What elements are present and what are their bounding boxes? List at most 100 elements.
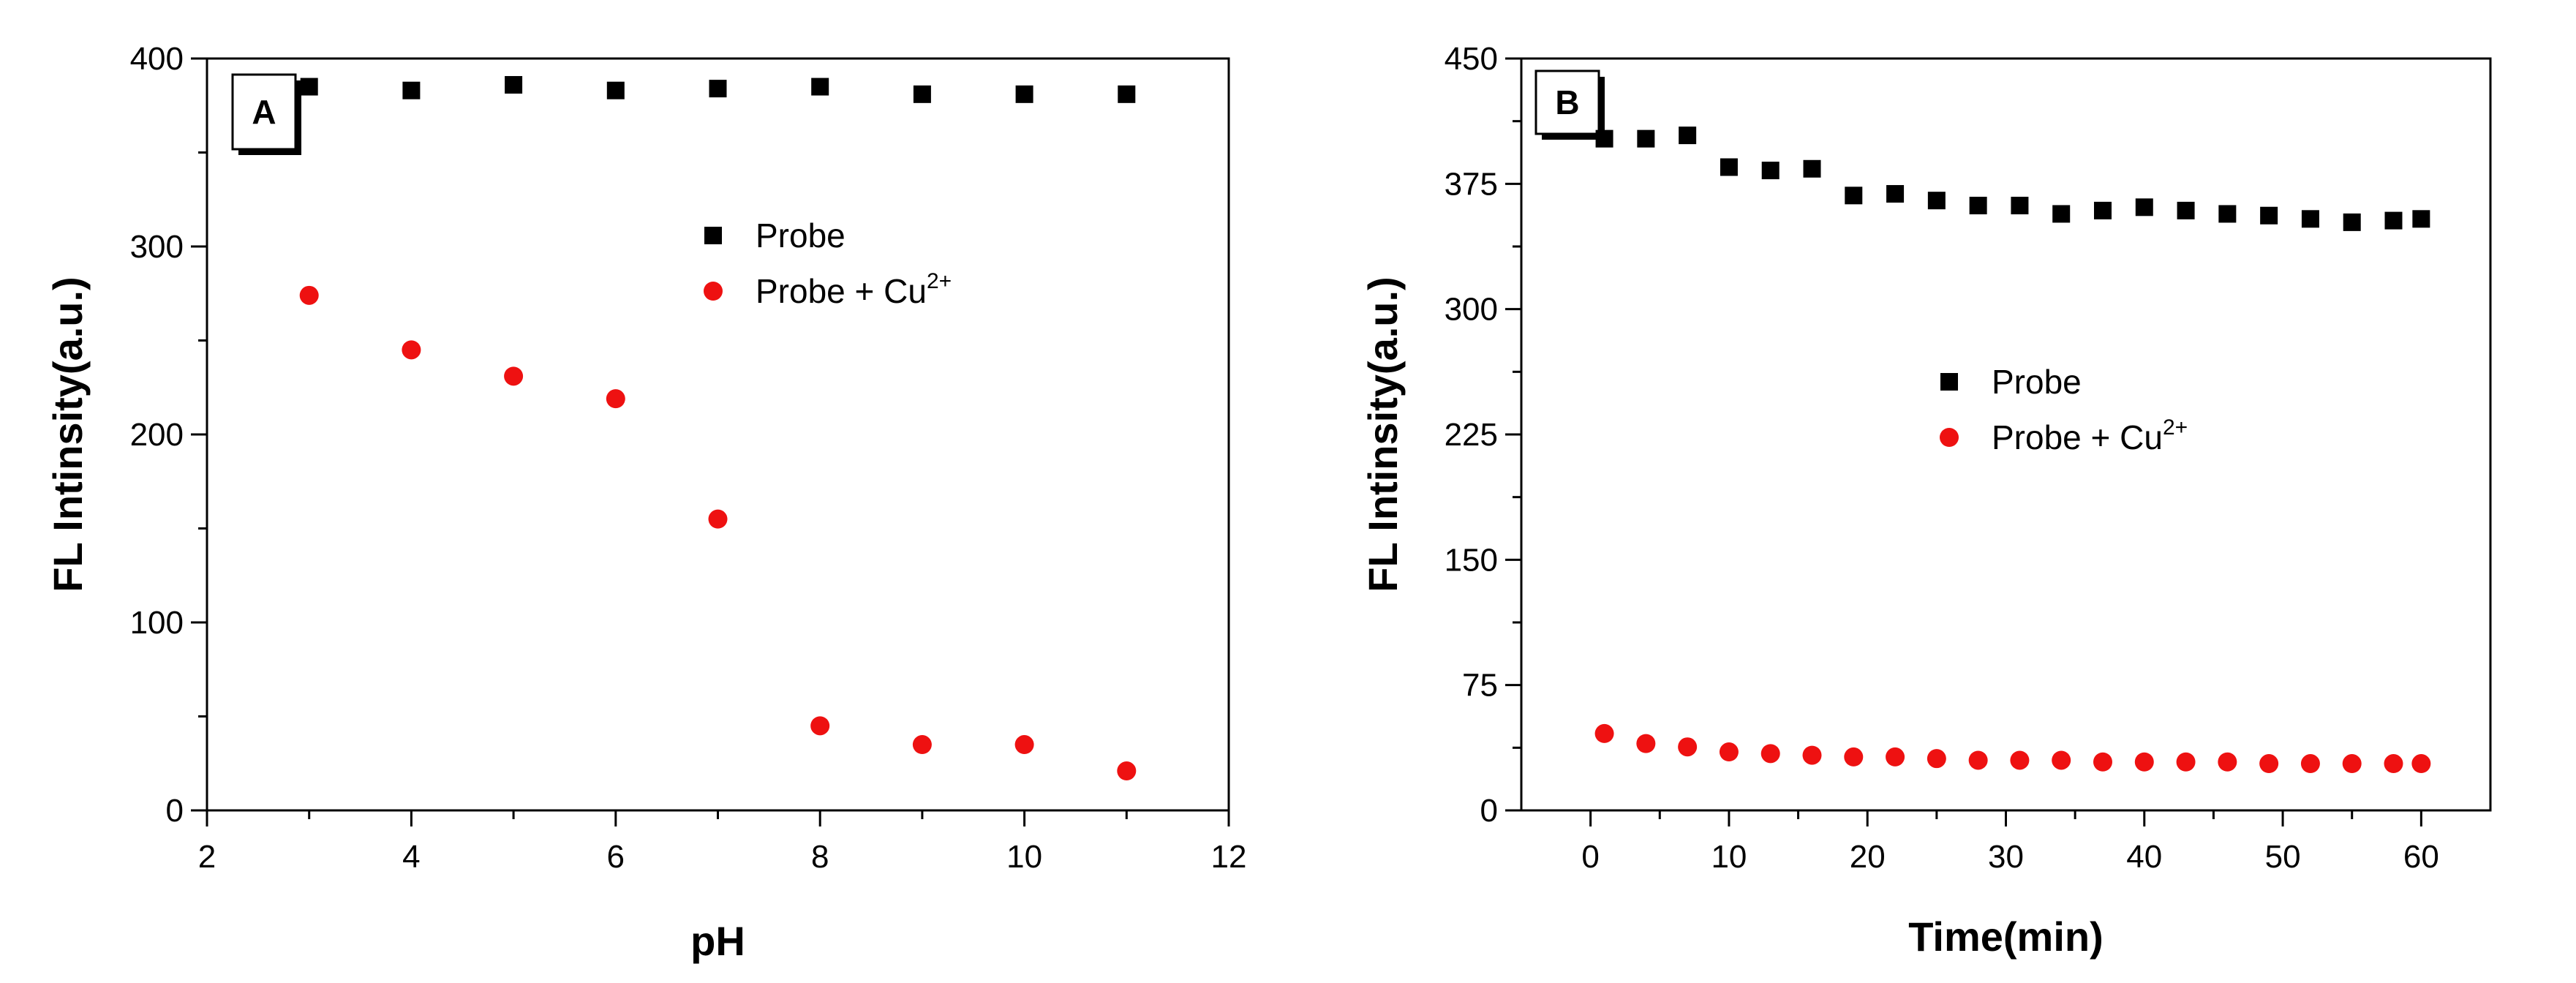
y-axis-title: FL Intinsity(a.u.) [45, 276, 91, 592]
x-tick-label: 60 [2403, 839, 2439, 875]
probe-point [1679, 127, 1697, 145]
probe-point [913, 85, 931, 103]
probe-point [1118, 85, 1136, 103]
probe-point [2301, 210, 2319, 228]
probe-point [505, 75, 523, 94]
legend-marker-probe [1940, 373, 1958, 391]
probe-point [1803, 159, 1821, 178]
probe-cu-point [1968, 750, 1988, 770]
probe-cu-point [2052, 750, 2071, 770]
probe-point [2177, 201, 2195, 219]
probe-point [300, 78, 318, 96]
legend-label-superscript: 2+ [927, 269, 952, 293]
legend-label-superscript: 2+ [2163, 415, 2188, 440]
y-tick-label: 100 [130, 605, 184, 641]
panel-label-box [1534, 69, 1600, 135]
probe-cu-point [912, 735, 932, 755]
probe-cu-point [1636, 734, 1656, 753]
probe-cu-point [1760, 744, 1780, 764]
legend-label-text: Probe [1992, 363, 2082, 401]
probe-cu-point [1844, 747, 1864, 767]
x-tick-label: 2 [198, 839, 216, 875]
x-tick-label: 8 [811, 839, 829, 875]
probe-cu-point [1117, 761, 1137, 781]
legend-label: Probe [756, 216, 846, 255]
x-tick-label: 10 [1711, 839, 1747, 875]
probe-cu-point [2218, 752, 2237, 772]
probe-point [2343, 213, 2361, 231]
probe-cu-point [1886, 747, 1905, 767]
y-tick-label: 300 [1445, 292, 1498, 328]
probe-cu-point [1927, 749, 1946, 769]
x-tick-label: 4 [402, 839, 420, 875]
probe-point [1720, 158, 1738, 176]
chart-panel-a: 2 4 6 8 10 12 0 100 200 300 400 pH FL Intinsity(a.u.… [45, 41, 1246, 964]
probe-cu-point [1014, 735, 1034, 755]
probe-point [1761, 162, 1780, 180]
y-tick-label: 75 [1462, 668, 1498, 704]
y-tick-label: 400 [130, 41, 184, 77]
x-tick-label: 50 [2265, 839, 2301, 875]
probe-cu-point [504, 366, 524, 386]
probe-point [1886, 185, 1905, 203]
probe-cu-point [2259, 754, 2279, 774]
probe-point [811, 78, 829, 96]
probe-cu-point [2176, 752, 2196, 772]
panel-label: A [252, 93, 276, 131]
probe-point [2384, 211, 2403, 230]
probe-point [1845, 187, 1863, 205]
y-tick-label: 150 [1445, 542, 1498, 578]
probe-point [402, 81, 421, 99]
probe-cu-point [2300, 754, 2320, 774]
probe-cu-point [1594, 723, 1614, 743]
probe-cu-point [2010, 750, 2030, 770]
chart-panel-b: 0 10 20 30 40 50 60 0 75 150 225 300 375 450 Time(min)… [1360, 41, 2492, 960]
x-axis-title: pH [690, 918, 745, 964]
probe-cu-point [2342, 754, 2362, 774]
probe-point [1015, 85, 1033, 103]
x-tick-label: 6 [607, 839, 625, 875]
legend-label-text: Probe + Cu [1992, 418, 2163, 456]
probe-point [2412, 210, 2430, 228]
legend-marker-probe-cu [704, 282, 723, 301]
probe-point [1637, 129, 1655, 148]
x-tick-label: 30 [1988, 839, 2024, 875]
y-tick-label: 450 [1445, 41, 1498, 77]
probe-point [709, 80, 727, 98]
x-tick-label: 12 [1211, 839, 1247, 875]
probe-cu-point [2384, 754, 2403, 774]
probe-point [1969, 197, 1987, 215]
probe-point [1927, 192, 1946, 210]
probe-point [2094, 201, 2112, 219]
x-axis-title: Time(min) [1908, 914, 2104, 960]
legend-marker-probe [704, 227, 722, 244]
x-tick-label: 20 [1850, 839, 1886, 875]
y-tick-label: 200 [130, 417, 184, 453]
probe-point [2011, 197, 2029, 215]
y-tick-label: 300 [130, 229, 184, 265]
probe-cu-point [2093, 752, 2112, 772]
probe-point [2135, 198, 2153, 216]
probe-cu-point [1678, 737, 1698, 757]
probe-point [1595, 129, 1613, 148]
legend-label: Probe + Cu2+ [756, 269, 952, 310]
probe-cu-point [810, 716, 830, 736]
probe-cu-point [2411, 754, 2431, 774]
legend-marker-probe-cu [1940, 428, 1959, 447]
probe-cu-point [402, 340, 421, 360]
y-tick-label: 0 [1480, 793, 1498, 829]
probe-point [606, 81, 625, 99]
y-axis-title: FL Intinsity(a.u.) [1360, 276, 1406, 592]
x-tick-label: 0 [1581, 839, 1599, 875]
legend-label-text: Probe + Cu [756, 272, 927, 310]
x-tick-label: 10 [1006, 839, 1042, 875]
probe-cu-point [606, 389, 625, 409]
probe-point [2260, 206, 2278, 225]
y-tick-label: 225 [1445, 417, 1498, 453]
probe-point [2218, 205, 2237, 223]
panel-label-box [231, 73, 297, 151]
y-tick-label: 375 [1445, 166, 1498, 202]
plot-frame [206, 57, 1230, 812]
x-tick-label: 40 [2126, 839, 2162, 875]
